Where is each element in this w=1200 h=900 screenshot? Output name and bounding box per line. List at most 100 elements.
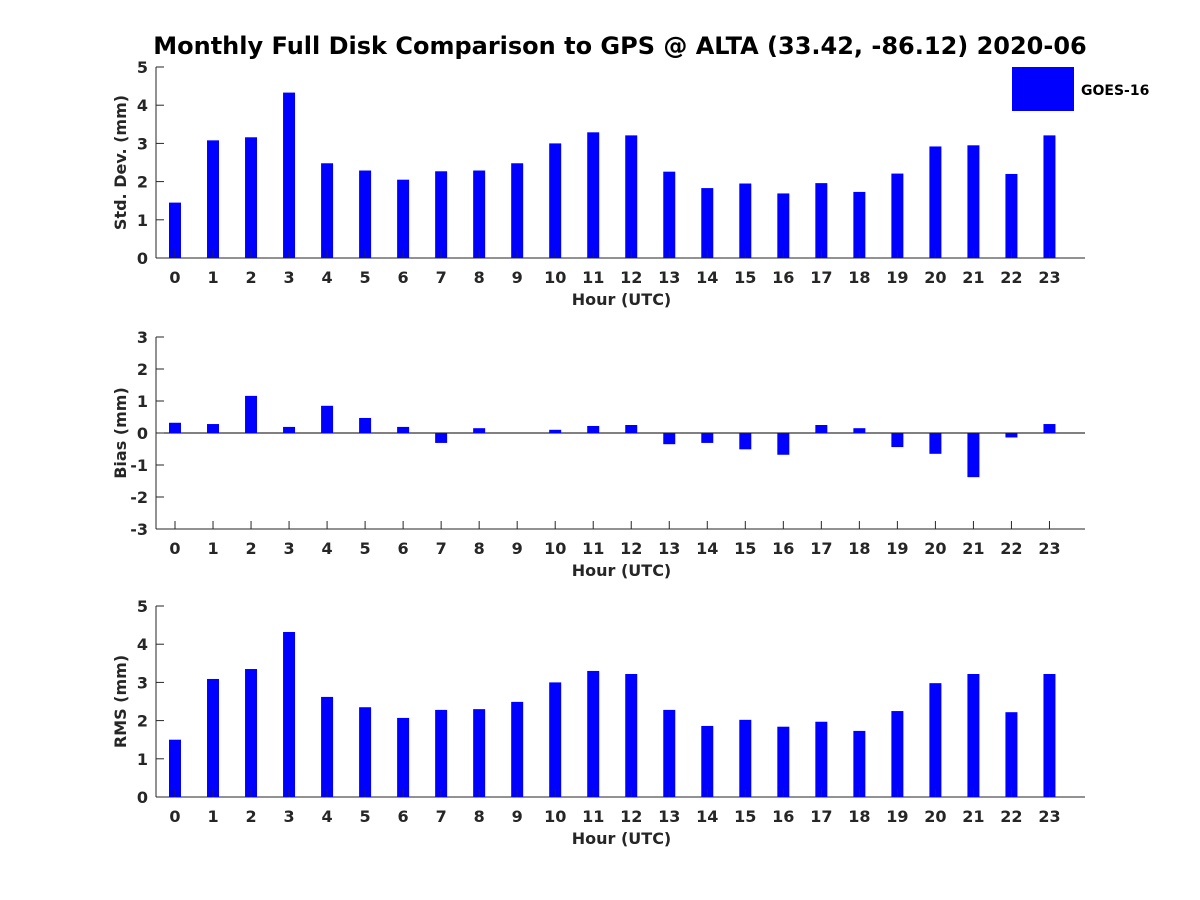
- x-tick-label: 10: [544, 807, 566, 826]
- bar-hour-15: [739, 433, 752, 450]
- x-tick-label: 20: [924, 807, 946, 826]
- bar-hour-20: [929, 433, 942, 454]
- x-tick-label: 11: [582, 268, 604, 287]
- bar-hour-17: [815, 425, 828, 433]
- x-tick-label: 3: [283, 807, 294, 826]
- bar-hour-13: [663, 433, 676, 445]
- y-tick-label: -2: [130, 488, 148, 507]
- y-tick-label: 1: [137, 211, 148, 230]
- bar-hour-12: [625, 135, 638, 258]
- x-tick-label: 23: [1038, 539, 1060, 558]
- x-tick-label: 1: [207, 268, 218, 287]
- y-tick-label: 0: [137, 249, 148, 268]
- bar-hour-17: [815, 183, 828, 258]
- x-tick-label: 4: [322, 807, 333, 826]
- x-tick-label: 10: [544, 539, 566, 558]
- legend: GOES-16: [1012, 67, 1149, 111]
- bar-hour-15: [739, 719, 752, 797]
- x-axis-label: Hour (UTC): [572, 290, 672, 309]
- x-axis-label: Hour (UTC): [572, 829, 672, 848]
- x-tick-label: 6: [398, 268, 409, 287]
- x-tick-label: 15: [734, 539, 756, 558]
- x-tick-label: 8: [474, 539, 485, 558]
- x-tick-label: 0: [169, 268, 180, 287]
- y-tick-label: 2: [137, 712, 148, 731]
- bar-hour-11: [587, 425, 600, 433]
- bar-hour-12: [625, 425, 638, 433]
- bar-hour-11: [587, 132, 600, 258]
- x-tick-label: 21: [962, 807, 984, 826]
- bar-hour-8: [473, 709, 486, 797]
- x-tick-label: 6: [398, 807, 409, 826]
- y-tick-label: 1: [137, 392, 148, 411]
- x-tick-label: 14: [696, 539, 718, 558]
- x-tick-label: 16: [772, 807, 794, 826]
- x-tick-label: 22: [1000, 807, 1022, 826]
- x-axis-label: Hour (UTC): [572, 561, 672, 580]
- bar-hour-3: [283, 92, 296, 259]
- bar-hour-17: [815, 721, 828, 797]
- x-tick-label: 23: [1038, 268, 1060, 287]
- bar-hour-16: [777, 433, 790, 455]
- x-tick-label: 8: [474, 268, 485, 287]
- bar-hour-18: [853, 191, 866, 258]
- bar-hour-15: [739, 183, 752, 258]
- legend-swatch-goes-16: [1012, 67, 1074, 111]
- x-tick-label: 5: [360, 539, 371, 558]
- bar-hour-10: [549, 143, 562, 258]
- x-tick-label: 7: [436, 539, 447, 558]
- x-tick-label: 1: [207, 539, 218, 558]
- x-tick-label: 3: [283, 268, 294, 287]
- x-tick-label: 4: [322, 268, 333, 287]
- y-axis-label: RMS (mm): [111, 655, 130, 748]
- bar-hour-22: [1005, 173, 1018, 258]
- x-tick-label: 9: [512, 539, 523, 558]
- bar-hour-11: [587, 670, 600, 797]
- bar-hour-22: [1005, 712, 1018, 797]
- x-tick-label: 0: [169, 539, 180, 558]
- bar-hour-2: [245, 137, 258, 258]
- x-tick-label: 14: [696, 807, 718, 826]
- y-tick-label: 3: [137, 673, 148, 692]
- x-tick-label: 10: [544, 268, 566, 287]
- bar-hour-19: [891, 173, 904, 258]
- x-tick-label: 13: [658, 807, 680, 826]
- y-tick-label: 4: [137, 635, 148, 654]
- x-tick-label: 19: [886, 268, 908, 287]
- x-tick-label: 2: [245, 268, 256, 287]
- bar-hour-0: [169, 422, 181, 433]
- bar-hour-14: [701, 188, 714, 258]
- bar-hour-12: [625, 673, 638, 797]
- x-tick-label: 11: [582, 807, 604, 826]
- x-tick-label: 0: [169, 807, 180, 826]
- bar-hour-8: [473, 170, 486, 258]
- x-tick-label: 9: [512, 268, 523, 287]
- x-tick-label: 17: [810, 268, 832, 287]
- bar-hour-9: [511, 163, 524, 258]
- bar-hour-4: [321, 696, 334, 797]
- bar-hour-21: [967, 145, 980, 258]
- x-tick-label: 19: [886, 539, 908, 558]
- x-tick-label: 12: [620, 807, 642, 826]
- bar-hour-3: [283, 631, 296, 797]
- bar-hour-19: [891, 711, 904, 797]
- y-tick-label: 4: [137, 96, 148, 115]
- x-tick-label: 2: [245, 539, 256, 558]
- y-axis-label: Std. Dev. (mm): [111, 95, 130, 230]
- bar-hour-6: [397, 717, 410, 797]
- bar-hour-13: [663, 709, 676, 797]
- bar-hour-5: [359, 707, 372, 797]
- bar-hour-0: [169, 202, 181, 258]
- bar-hour-21: [967, 433, 980, 478]
- bar-hour-14: [701, 433, 714, 443]
- bar-hour-16: [777, 193, 790, 258]
- x-tick-label: 18: [848, 807, 870, 826]
- x-tick-label: 22: [1000, 539, 1022, 558]
- bar-hour-19: [891, 433, 904, 448]
- bar-hour-0: [169, 739, 181, 797]
- bar-hour-10: [549, 429, 562, 433]
